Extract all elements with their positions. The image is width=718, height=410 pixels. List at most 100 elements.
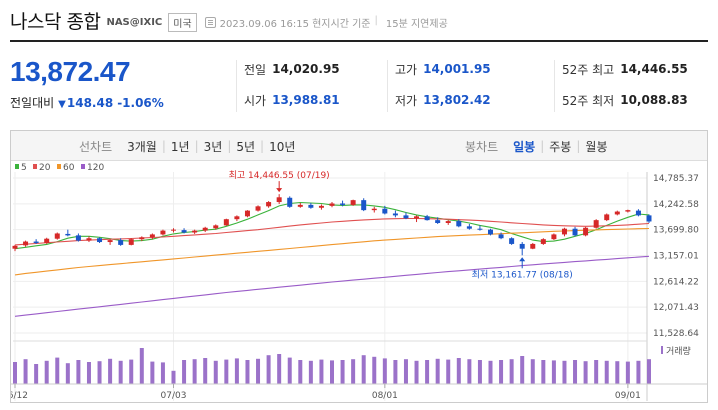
legend-swatch-20: [33, 164, 37, 169]
volume-bar: [266, 355, 271, 384]
x-tick-label: 06/12: [11, 391, 28, 401]
volume-bar: [234, 358, 239, 384]
volume-bar: [351, 359, 356, 384]
candle-body: [456, 221, 462, 227]
period-5y[interactable]: 5년: [236, 139, 256, 154]
ma-line-60: [14, 227, 650, 276]
period-weekly[interactable]: 주봉: [549, 139, 572, 154]
candle-body: [202, 227, 208, 231]
candle-body: [287, 197, 293, 207]
open-label: 시가: [244, 93, 267, 108]
volume-bar: [129, 359, 134, 384]
candle-body: [561, 228, 567, 235]
candle-body: [540, 239, 546, 244]
candle-body: [65, 233, 71, 236]
volume-bar: [604, 360, 609, 384]
candle-body: [308, 204, 314, 208]
volume-bar: [55, 357, 60, 384]
volume-bar: [298, 360, 303, 384]
header-rule: [10, 40, 708, 42]
candle-body: [181, 230, 187, 233]
volume-bar: [182, 360, 187, 384]
index-code: NAS@IXIC: [106, 16, 163, 28]
volume-bar: [551, 360, 556, 384]
volume-bar: [192, 359, 197, 384]
volume-bar: [76, 360, 81, 384]
period-monthly[interactable]: 월봉: [585, 139, 608, 154]
volume-legend-label: 거래량: [666, 345, 691, 357]
volume-bar: [277, 354, 282, 384]
stats-col-3: 52주 최고 14,446.55 52주 최저 10,088.83: [562, 60, 688, 122]
volume-bar: [213, 360, 218, 384]
volume-bar: [65, 363, 70, 384]
y-tick-label: 13,157.01: [653, 252, 699, 262]
legend-label-60: 60: [63, 163, 75, 173]
title-row: 나스닥 종합 NAS@IXIC 미국 2023.09.06 16:15 현지시간…: [10, 6, 448, 34]
candle-body: [466, 226, 472, 229]
prev-close-label: 전일: [244, 62, 267, 77]
candle-body: [223, 219, 229, 226]
divider: [387, 60, 388, 112]
country-badge: 미국: [168, 12, 197, 32]
legend-label-120: 120: [87, 163, 104, 173]
change-row: 전일대비 ▼148.48 -1.06%: [10, 94, 164, 111]
candle-body: [477, 228, 483, 230]
legend-label-5: 5: [21, 163, 27, 173]
volume-bar: [636, 360, 641, 384]
candle-body: [234, 216, 240, 220]
volume-bar: [562, 360, 567, 384]
candle-body: [530, 243, 536, 249]
volume-bar: [382, 358, 387, 384]
candle-body: [23, 241, 29, 246]
volume-bar: [414, 360, 419, 384]
candle-body: [551, 234, 557, 240]
volume-bar: [573, 360, 578, 384]
high-annotation: 최고 14,446.55 (07/19): [229, 170, 330, 181]
period-3m[interactable]: 3개월: [127, 139, 157, 154]
high52-value: 14,446.55: [620, 62, 688, 76]
candle-body: [139, 237, 145, 240]
change-value: ▼148.48: [58, 95, 114, 110]
candle-body: [171, 229, 176, 231]
volume-bar: [308, 360, 313, 384]
y-tick-label: 14,242.58: [653, 200, 699, 210]
candle-body: [403, 215, 409, 219]
candle-body: [118, 240, 124, 245]
volume-bar: [108, 358, 113, 384]
change-percent: -1.06%: [117, 95, 164, 110]
low-annotation: 최저 13,161.77 (08/18): [472, 269, 573, 280]
x-tick-label: 07/03: [161, 391, 187, 401]
y-tick-label: 11,528.64: [653, 329, 699, 339]
volume-bar: [23, 359, 28, 384]
volume-bar: [44, 360, 49, 384]
delay-note: 15분 지연제공: [385, 18, 448, 30]
candle-body: [445, 221, 451, 223]
high-value: 14,001.95: [423, 62, 491, 76]
period-daily[interactable]: 일봉: [513, 139, 536, 154]
candle-body: [97, 238, 103, 243]
y-tick-label: 12,614.22: [653, 277, 699, 287]
divider: |: [374, 14, 378, 26]
period-1y[interactable]: 1년: [170, 139, 190, 154]
candle-body: [318, 205, 324, 208]
candle-body: [297, 204, 303, 207]
volume-bar: [86, 362, 91, 384]
candle-body: [572, 228, 578, 236]
x-tick-label: 09/01: [615, 391, 641, 401]
down-triangle-icon: ▼: [58, 98, 66, 110]
volume-bar: [435, 358, 440, 384]
line-chart-group: 선차트 3개월 | 1년 | 3년 | 5년 | 10년: [79, 131, 300, 161]
candle-body: [498, 234, 504, 239]
high-label: 고가: [395, 62, 418, 77]
volume-bar: [330, 360, 334, 384]
candle-body: [488, 229, 493, 235]
period-10y[interactable]: 10년: [269, 139, 296, 154]
candle-body: [583, 227, 589, 236]
change-label: 전일대비: [10, 96, 55, 110]
calendar-icon: [204, 16, 216, 28]
candle-body: [128, 239, 134, 245]
period-3y[interactable]: 3년: [203, 139, 223, 154]
volume-bar: [456, 358, 461, 384]
volume-bar: [425, 360, 430, 384]
volume-bar: [340, 360, 345, 384]
